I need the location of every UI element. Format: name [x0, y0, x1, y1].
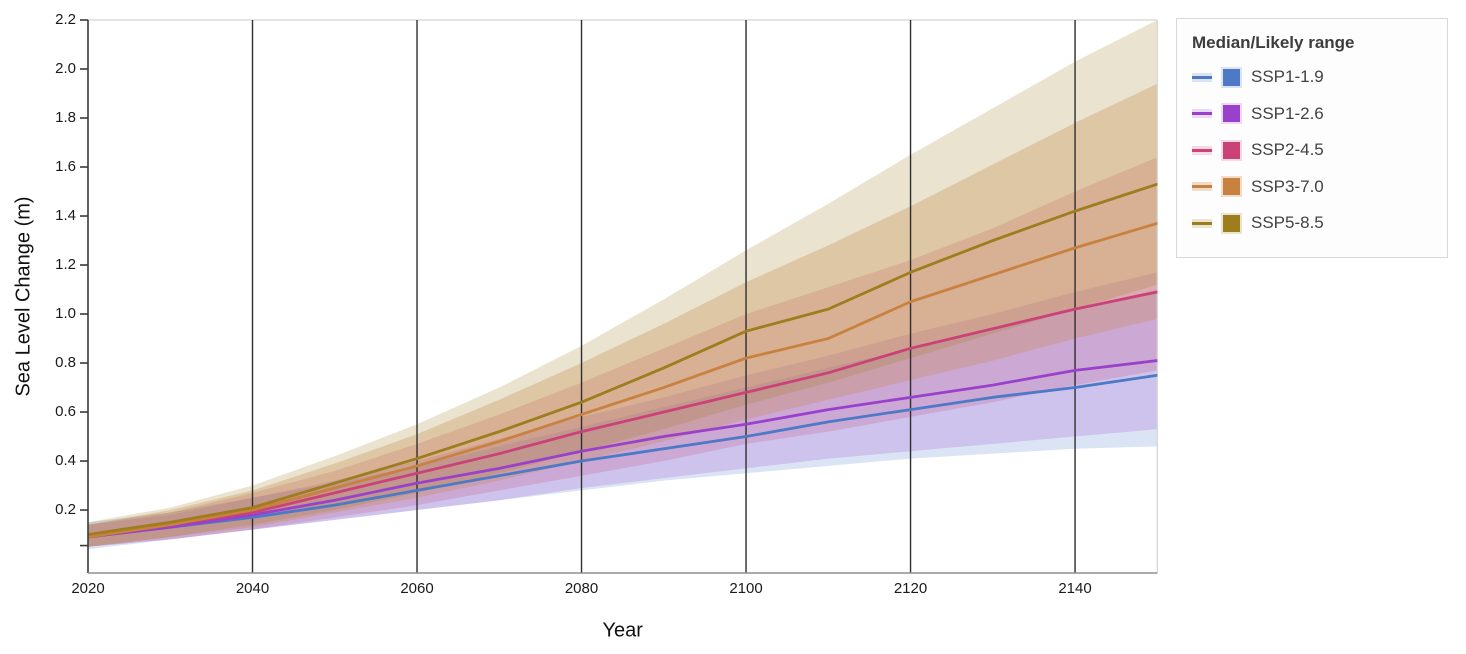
median-band-swatch — [1192, 109, 1212, 119]
median-line-SSP2-4.5 — [88, 290, 1158, 539]
likely-range-band-SSP3-7.0 — [88, 83, 1158, 547]
y-tick-label: 2.0 — [55, 60, 76, 77]
y-axis-title: Sea Level Change (m) — [12, 196, 34, 396]
legend-item-ssp3-7.0[interactable]: SSP3-7.0 — [1192, 169, 1437, 206]
legend: Median/Likely range SSP1-1.9 SSP1-2.6 SS… — [1176, 18, 1448, 258]
legend-item-ssp5-8.5[interactable]: SSP5-8.5 — [1192, 205, 1437, 242]
x-tick-label: 2140 — [1058, 580, 1091, 597]
median-band-swatch — [1192, 218, 1212, 228]
y-tick-label: 1.6 — [55, 158, 76, 175]
legend-title: Median/Likely range — [1192, 33, 1355, 52]
y-tick-label: 2.2 — [55, 11, 76, 28]
legend-item-ssp1-2.6[interactable]: SSP1-2.6 — [1192, 96, 1437, 133]
legend-label: SSP5-8.5 — [1251, 213, 1324, 233]
legend-item-ssp2-4.5[interactable]: SSP2-4.5 — [1192, 132, 1437, 169]
likely-range-band-SSP5-8.5 — [88, 20, 1158, 547]
range-square-swatch — [1221, 176, 1242, 198]
x-axis-title: Year — [602, 619, 643, 641]
median-band-swatch — [1192, 145, 1212, 155]
y-tick-label: 0.8 — [55, 354, 76, 371]
y-tick-label: 0.6 — [55, 403, 76, 420]
y-tick-label: 1.2 — [55, 256, 76, 273]
range-square-swatch — [1221, 103, 1242, 125]
median-band-swatch — [1192, 72, 1212, 82]
range-square-swatch — [1221, 139, 1242, 161]
median-line-SSP1-1.9 — [88, 373, 1158, 539]
legend-label: SSP2-4.5 — [1251, 140, 1324, 160]
y-tick-label: 1.0 — [55, 305, 76, 322]
median-line-SSP1-2.6 — [88, 359, 1158, 539]
legend-item-ssp1-1.9[interactable]: SSP1-1.9 — [1192, 59, 1437, 96]
x-tick-label: 2120 — [894, 580, 927, 597]
likely-range-band-SSP2-4.5 — [88, 157, 1158, 547]
range-square-swatch — [1221, 212, 1242, 234]
y-tick-label: 0.4 — [55, 452, 76, 469]
y-tick-label: 1.8 — [55, 109, 76, 126]
median-band-swatch — [1192, 182, 1212, 192]
y-tick-label: 0.2 — [55, 501, 76, 518]
x-tick-label: 2060 — [400, 580, 433, 597]
y-tick-label: 1.4 — [55, 207, 76, 224]
legend-label: SSP1-1.9 — [1251, 67, 1324, 87]
x-tick-label: 2020 — [71, 580, 104, 597]
range-square-swatch — [1221, 66, 1242, 88]
x-tick-label: 2100 — [729, 580, 762, 597]
legend-label: SSP3-7.0 — [1251, 176, 1324, 196]
x-tick-label: 2080 — [565, 580, 598, 597]
x-tick-label: 2040 — [236, 580, 269, 597]
median-line-SSP5-8.5 — [88, 182, 1158, 536]
legend-label: SSP1-2.6 — [1251, 103, 1324, 123]
median-line-SSP3-7.0 — [88, 221, 1158, 539]
